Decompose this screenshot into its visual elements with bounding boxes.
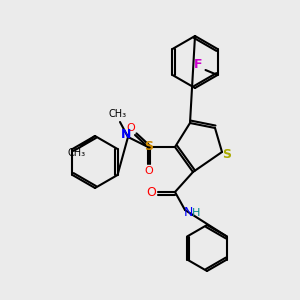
- Text: F: F: [194, 58, 203, 71]
- Text: O: O: [127, 123, 135, 133]
- Text: N: N: [121, 128, 131, 142]
- Text: CH₃: CH₃: [109, 109, 127, 119]
- Text: CH₃: CH₃: [68, 148, 86, 158]
- Text: O: O: [146, 185, 156, 199]
- Text: S: S: [145, 140, 154, 152]
- Text: O: O: [145, 166, 153, 176]
- Text: S: S: [223, 148, 232, 161]
- Text: H: H: [192, 208, 200, 218]
- Text: N: N: [183, 206, 193, 220]
